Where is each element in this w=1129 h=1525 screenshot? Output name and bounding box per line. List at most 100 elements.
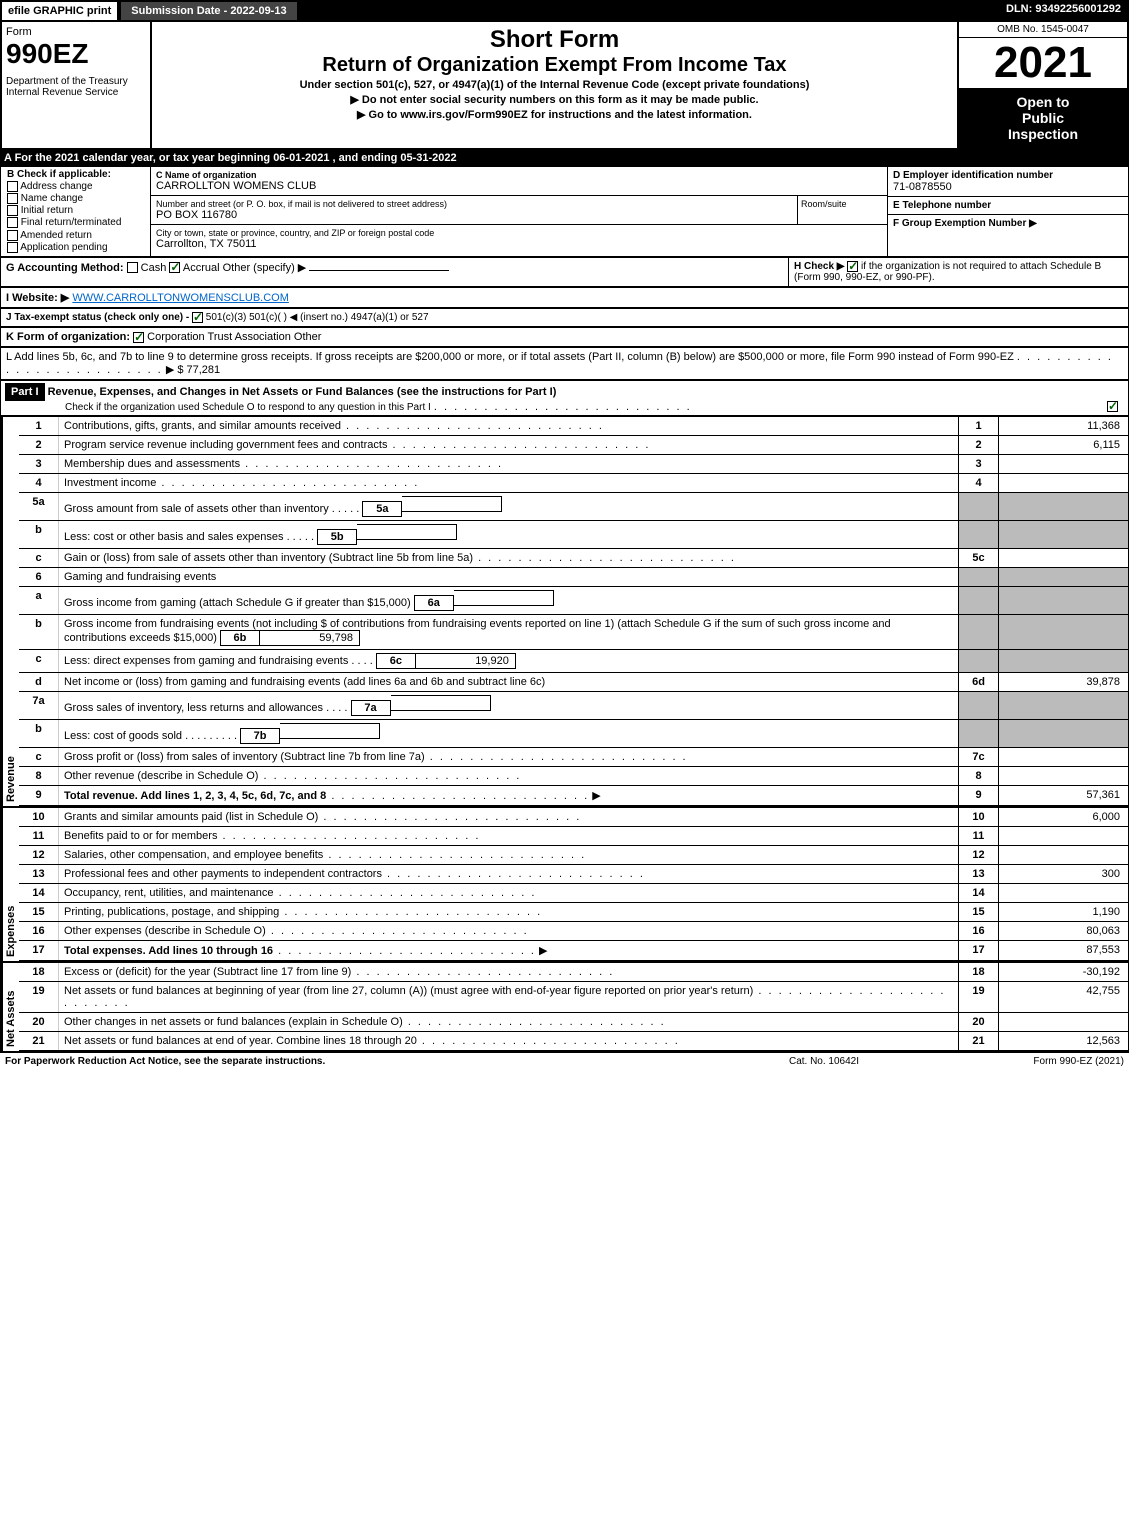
line12-desc: Salaries, other compensation, and employ…: [64, 849, 323, 861]
open-line2: Public: [965, 110, 1121, 126]
line5b-desc: Less: cost or other basis and sales expe…: [64, 531, 284, 543]
line13-val: 300: [998, 865, 1128, 883]
line14-desc: Occupancy, rent, utilities, and maintena…: [64, 887, 274, 899]
cb-amended-return[interactable]: Amended return: [7, 230, 144, 241]
line6a-sub: 6a: [414, 595, 454, 611]
part1-header-row: Part I Revenue, Expenses, and Changes in…: [0, 380, 1129, 416]
open-inspection-box: Open to Public Inspection: [959, 88, 1127, 148]
cb-corporation[interactable]: [133, 332, 144, 343]
line3-desc: Membership dues and assessments: [64, 458, 240, 470]
line17-box: 17: [958, 941, 998, 960]
line21-box: 21: [958, 1032, 998, 1050]
line18-desc: Excess or (deficit) for the year (Subtra…: [64, 966, 351, 978]
line5a-sub: 5a: [362, 501, 402, 517]
line15-desc: Printing, publications, postage, and shi…: [64, 906, 279, 918]
netassets-section: Net Assets 18 Excess or (deficit) for the…: [0, 962, 1129, 1052]
line6a-desc: Gross income from gaming (attach Schedul…: [64, 597, 411, 609]
line14-box: 14: [958, 884, 998, 902]
line6d-box: 6d: [958, 673, 998, 691]
form-number: 990EZ: [6, 38, 146, 70]
line16-desc: Other expenses (describe in Schedule O): [64, 925, 266, 937]
part1-title: Revenue, Expenses, and Changes in Net As…: [48, 386, 557, 398]
line6-desc: Gaming and fundraising events: [64, 571, 216, 583]
return-title: Return of Organization Exempt From Incom…: [160, 54, 949, 77]
tax-year: 2021: [959, 38, 1127, 88]
section-gh: G Accounting Method: Cash Accrual Other …: [0, 257, 1129, 287]
line7c-box: 7c: [958, 748, 998, 766]
website-link[interactable]: WWW.CARROLLTONWOMENSCLUB.COM: [72, 292, 289, 304]
subtitle: Under section 501(c), 527, or 4947(a)(1)…: [160, 79, 949, 91]
line8-val: [998, 767, 1128, 785]
part1-check-note: Check if the organization used Schedule …: [65, 402, 431, 413]
cb-address-change[interactable]: Address change: [7, 181, 144, 192]
line1-desc: Contributions, gifts, grants, and simila…: [64, 420, 341, 432]
header-right: OMB No. 1545-0047 2021 Open to Public In…: [957, 22, 1127, 148]
l-text: L Add lines 5b, 6c, and 7b to line 9 to …: [6, 351, 1014, 363]
cb-name-change[interactable]: Name change: [7, 193, 144, 204]
city-label: City or town, state or province, country…: [156, 228, 882, 238]
cb-part1-sched-o[interactable]: [1107, 401, 1118, 412]
line7a-desc: Gross sales of inventory, less returns a…: [64, 702, 323, 714]
line10-desc: Grants and similar amounts paid (list in…: [64, 811, 318, 823]
cb-application-pending[interactable]: Application pending: [7, 242, 144, 253]
line9-arrow: ▶: [592, 790, 600, 802]
line12-box: 12: [958, 846, 998, 864]
cb-accrual[interactable]: [169, 262, 180, 273]
line6c-subval: 19,920: [416, 653, 516, 669]
netassets-vlabel: Net Assets: [1, 963, 19, 1051]
d-ein-label: D Employer identification number: [893, 170, 1123, 181]
open-line3: Inspection: [965, 126, 1121, 142]
l-arrow: ▶ $: [166, 364, 184, 376]
revenue-vlabel: Revenue: [1, 417, 19, 806]
cb-final-return[interactable]: Final return/terminated: [7, 217, 144, 228]
line7b-sub: 7b: [240, 728, 280, 744]
efile-print-label[interactable]: efile GRAPHIC print: [0, 0, 119, 22]
line10-val: 6,000: [998, 808, 1128, 826]
line10-box: 10: [958, 808, 998, 826]
cb-cash[interactable]: [127, 262, 138, 273]
line2-val: 6,115: [998, 436, 1128, 454]
line21-val: 12,563: [998, 1032, 1128, 1050]
line18-box: 18: [958, 963, 998, 981]
line4-box: 4: [958, 474, 998, 492]
entity-info-block: B Check if applicable: Address change Na…: [0, 166, 1129, 257]
line7c-val: [998, 748, 1128, 766]
section-i: I Website: ▶ WWW.CARROLLTONWOMENSCLUB.CO…: [0, 287, 1129, 308]
section-b-label: B Check if applicable:: [7, 169, 144, 180]
line5c-box: 5c: [958, 549, 998, 567]
cb-sched-b[interactable]: [847, 261, 858, 272]
line1-val: 11,368: [998, 417, 1128, 435]
line20-box: 20: [958, 1013, 998, 1031]
line7a-subval: [391, 695, 491, 711]
line5c-val: [998, 549, 1128, 567]
line9-desc: Total revenue. Add lines 1, 2, 3, 4, 5c,…: [64, 790, 326, 802]
expenses-section: Expenses 10Grants and similar amounts pa…: [0, 807, 1129, 962]
line9-val: 57,361: [998, 786, 1128, 805]
cash-label: Cash: [141, 262, 167, 274]
dept-label: Department of the Treasury: [6, 76, 146, 87]
section-def: D Employer identification number 71-0878…: [888, 167, 1128, 256]
ssn-note: ▶ Do not enter social security numbers o…: [160, 93, 949, 106]
line19-box: 19: [958, 982, 998, 1012]
section-c: C Name of organization CARROLLTON WOMENS…: [151, 167, 888, 256]
cb-501c3[interactable]: [192, 312, 203, 323]
form-header: Form 990EZ Department of the Treasury In…: [0, 22, 1129, 150]
top-bar: efile GRAPHIC print Submission Date - 20…: [0, 0, 1129, 22]
open-line1: Open to: [965, 94, 1121, 110]
footer-right: Form 990-EZ (2021): [924, 1056, 1124, 1067]
omb-no: OMB No. 1545-0047: [959, 22, 1127, 38]
line12-val: [998, 846, 1128, 864]
line6b-subval: 59,798: [260, 630, 360, 646]
dln-label: DLN: 93492256001292: [998, 0, 1129, 22]
submission-date: Submission Date - 2022-09-13: [119, 0, 298, 22]
cb-initial-return[interactable]: Initial return: [7, 205, 144, 216]
line8-box: 8: [958, 767, 998, 785]
line11-desc: Benefits paid to or for members: [64, 830, 217, 842]
line2-box: 2: [958, 436, 998, 454]
line7a-sub: 7a: [351, 700, 391, 716]
line6b-sub: 6b: [220, 630, 260, 646]
ein-value: 71-0878550: [893, 181, 1123, 193]
line21-desc: Net assets or fund balances at end of ye…: [64, 1035, 417, 1047]
page-footer: For Paperwork Reduction Act Notice, see …: [0, 1052, 1129, 1070]
org-name: CARROLLTON WOMENS CLUB: [156, 180, 882, 192]
